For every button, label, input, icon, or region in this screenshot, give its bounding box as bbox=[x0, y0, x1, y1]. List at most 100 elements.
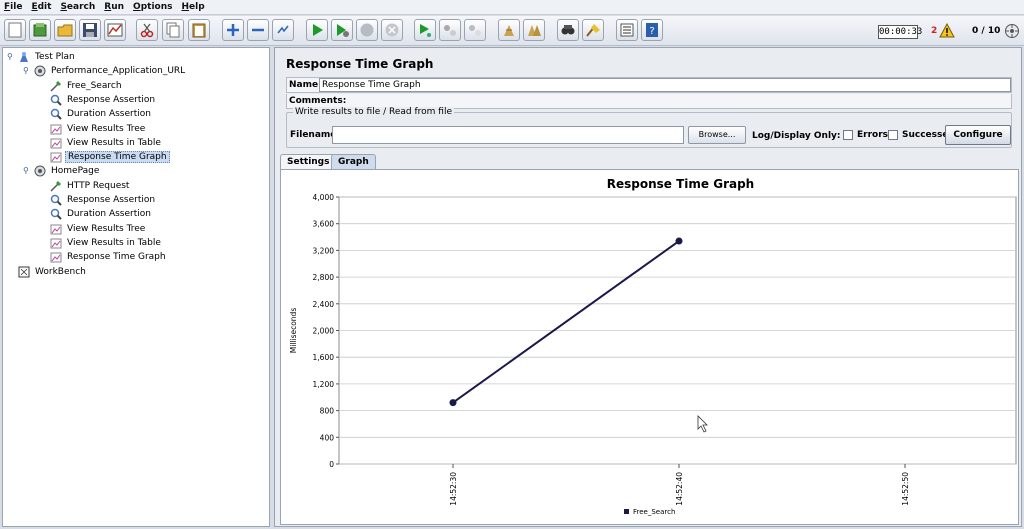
menu-run[interactable]: Run bbox=[104, 2, 125, 12]
reset-search-icon[interactable] bbox=[582, 19, 604, 41]
comments-label[interactable]: Comments: bbox=[286, 94, 1012, 109]
collapse-all-icon[interactable] bbox=[247, 19, 269, 41]
configure-button[interactable]: Configure bbox=[945, 125, 1011, 145]
y-axis-label: Milliseconds bbox=[289, 308, 298, 354]
tree-node-label: View Results Tree bbox=[67, 123, 146, 134]
tree-node[interactable]: Response Assertion bbox=[49, 93, 157, 107]
help-icon[interactable]: ? bbox=[641, 19, 663, 41]
function-helper-icon[interactable] bbox=[616, 19, 638, 41]
chart-canvas: Response Time Graph 0 400 800 1,200 1,600 2,00… bbox=[289, 177, 1017, 516]
data-point bbox=[449, 399, 457, 407]
tree-node-label: Free_Search bbox=[67, 80, 122, 91]
menu-options[interactable]: Options bbox=[133, 2, 173, 12]
remote-engines-icon[interactable] bbox=[1004, 23, 1020, 42]
file-group-legend: Write results to file / Read from file bbox=[293, 107, 454, 117]
tree-node-label: HTTP Request bbox=[67, 180, 130, 191]
workbench-icon bbox=[17, 265, 31, 279]
menu-help[interactable]: Help bbox=[181, 2, 205, 12]
start-no-pauses-icon[interactable] bbox=[331, 19, 353, 41]
tab-graph[interactable]: Graph bbox=[331, 154, 376, 169]
active-threads: 0 / 10 bbox=[972, 26, 1001, 36]
tree-expander-icon[interactable]: ⚲ bbox=[23, 166, 29, 176]
save-chart-icon[interactable] bbox=[104, 19, 126, 41]
y-tick-label: 1,200 bbox=[313, 380, 335, 389]
y-tick-label: 3,200 bbox=[313, 246, 335, 255]
stop-icon[interactable] bbox=[356, 19, 378, 41]
tree-node-label: Response Assertion bbox=[67, 94, 156, 105]
tree-node[interactable]: HTTP Request bbox=[49, 179, 131, 193]
tree-node-label: View Results in Table bbox=[67, 237, 161, 248]
cut-icon[interactable] bbox=[136, 19, 158, 41]
save-icon[interactable] bbox=[79, 19, 101, 41]
successes-checkbox[interactable] bbox=[888, 130, 898, 140]
remote-start-icon[interactable] bbox=[414, 19, 436, 41]
menu-file[interactable]: File bbox=[4, 2, 23, 12]
series-line bbox=[452, 240, 680, 404]
page-title: Response Time Graph bbox=[286, 57, 434, 71]
tree-expander-icon[interactable]: ⚲ bbox=[7, 52, 13, 61]
warning-icon[interactable] bbox=[939, 22, 955, 41]
elapsed-timer: 00:00:33 bbox=[878, 25, 923, 39]
name-row: Name: bbox=[286, 77, 1012, 93]
assertion-icon bbox=[49, 207, 63, 221]
remote-stop-icon[interactable] bbox=[439, 19, 461, 41]
svg-text:?: ? bbox=[649, 26, 654, 37]
tree-node[interactable]: View Results in Table bbox=[49, 136, 163, 150]
y-tick-label: 4,000 bbox=[313, 193, 335, 202]
start-icon[interactable] bbox=[306, 19, 328, 41]
tree-node[interactable]: View Results in Table bbox=[49, 236, 163, 250]
new-icon[interactable] bbox=[4, 19, 26, 41]
tree-node[interactable]: Performance_Application_URL bbox=[33, 64, 187, 78]
tree-node[interactable]: Duration Assertion bbox=[49, 207, 153, 221]
tree-node[interactable]: View Results Tree bbox=[49, 222, 147, 236]
tree-node-label: WorkBench bbox=[35, 266, 86, 277]
browse-button[interactable]: Browse... bbox=[688, 126, 746, 144]
tree-node[interactable]: Duration Assertion bbox=[49, 107, 153, 121]
paste-icon[interactable] bbox=[188, 19, 210, 41]
remote-shutdown-icon[interactable] bbox=[464, 19, 486, 41]
cursor-icon bbox=[697, 415, 708, 433]
filename-input[interactable] bbox=[332, 126, 684, 144]
y-tick-label: 2,000 bbox=[313, 327, 335, 336]
tree-node[interactable]: Response Time Graph bbox=[49, 250, 168, 264]
data-point bbox=[675, 237, 683, 245]
expand-all-icon[interactable] bbox=[222, 19, 244, 41]
tree-node[interactable]: Free_Search bbox=[49, 79, 124, 93]
listener-icon bbox=[49, 122, 63, 136]
tree-expander-icon[interactable]: ⚲ bbox=[23, 66, 29, 76]
toolbar: ? 00:00:33 2 0 / 10 bbox=[0, 16, 1024, 46]
tree-node[interactable]: HomePage bbox=[33, 164, 101, 178]
assertion-icon bbox=[49, 93, 63, 107]
clear-icon[interactable] bbox=[498, 19, 520, 41]
x-tick-label: 14:52:30 bbox=[449, 472, 458, 506]
legend-label: Free_Search bbox=[633, 508, 675, 516]
copy-icon[interactable] bbox=[162, 19, 184, 41]
shutdown-icon[interactable] bbox=[381, 19, 403, 41]
templates-icon[interactable] bbox=[29, 19, 51, 41]
tree-node-label: Performance_Application_URL bbox=[51, 66, 186, 77]
y-tick-label: 400 bbox=[320, 433, 335, 442]
tree-node[interactable]: Response Assertion bbox=[49, 193, 157, 207]
tree-node-label: HomePage bbox=[51, 166, 100, 177]
errors-checkbox[interactable] bbox=[843, 130, 853, 140]
name-field[interactable] bbox=[319, 78, 1011, 92]
menu-edit[interactable]: Edit bbox=[31, 2, 52, 12]
y-tick-label: 2,800 bbox=[313, 273, 335, 282]
tree-node[interactable]: View Results Tree bbox=[49, 122, 147, 136]
clear-all-icon[interactable] bbox=[523, 19, 545, 41]
x-tick-label: 14:52:50 bbox=[901, 472, 910, 506]
tab-settings[interactable]: Settings bbox=[280, 154, 337, 169]
tree-node[interactable]: WorkBench bbox=[17, 265, 88, 279]
search-icon[interactable] bbox=[557, 19, 579, 41]
x-tick-label: 14:52:40 bbox=[675, 472, 684, 506]
tree-node[interactable]: Test Plan bbox=[17, 50, 77, 64]
menu-bar: File Edit Search Run Options Help bbox=[0, 0, 1024, 15]
y-tick-label: 0 bbox=[329, 460, 334, 469]
listener-icon bbox=[49, 236, 63, 250]
open-icon[interactable] bbox=[54, 19, 76, 41]
tree-node-label: View Results Tree bbox=[67, 223, 146, 234]
tree-node-label: Response Time Graph bbox=[65, 151, 170, 164]
menu-search[interactable]: Search bbox=[60, 2, 96, 12]
toggle-icon[interactable] bbox=[272, 19, 294, 41]
tree-node[interactable]: Response Time Graph bbox=[49, 150, 170, 164]
